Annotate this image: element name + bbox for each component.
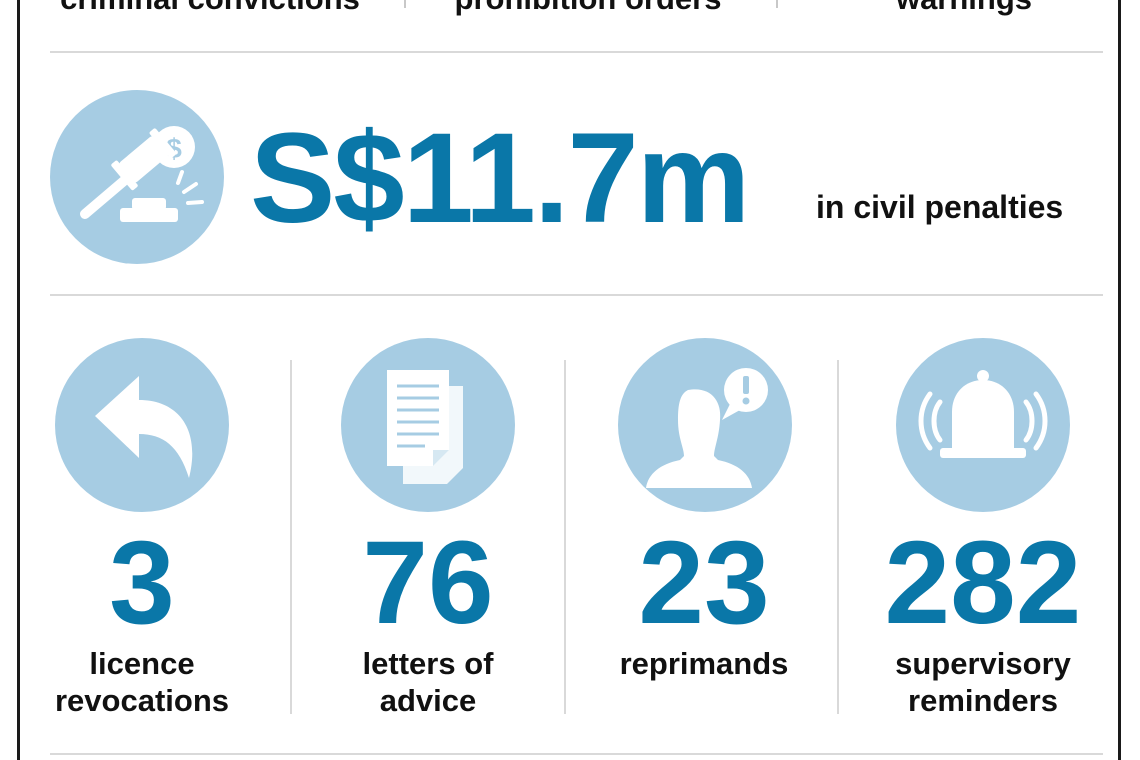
stat-value-letters: 76 bbox=[362, 517, 494, 649]
frame-right-border bbox=[1118, 0, 1121, 760]
gavel-money-icon: $ bbox=[50, 90, 224, 264]
frame-left-border bbox=[17, 0, 20, 760]
stat-caption-line: revocations bbox=[54, 683, 230, 718]
person-alert-icon bbox=[618, 338, 792, 512]
column-divider bbox=[564, 360, 566, 714]
stat-value-reprimands: 23 bbox=[638, 517, 770, 649]
top-divider bbox=[404, 0, 406, 8]
top-stats-row: criminal convictions prohibition orders … bbox=[20, 0, 1118, 14]
stat-caption-letters: letters of advice bbox=[363, 645, 494, 719]
document-icon bbox=[341, 338, 515, 512]
section-divider bbox=[50, 294, 1103, 296]
section-divider bbox=[50, 753, 1103, 755]
stat-caption-line: advice bbox=[379, 683, 477, 718]
stat-caption-line: letters of bbox=[362, 646, 494, 681]
stat-caption-line: reprimands bbox=[619, 646, 789, 681]
bell-icon bbox=[896, 338, 1070, 512]
column-divider bbox=[837, 360, 839, 714]
section-divider bbox=[50, 51, 1103, 53]
stat-value-reminders: 282 bbox=[884, 517, 1082, 649]
stat-caption-line: supervisory bbox=[895, 646, 1071, 681]
stat-caption-revocations: licence revocations bbox=[55, 645, 229, 719]
undo-arrow-icon bbox=[55, 338, 229, 512]
penalty-amount: S$11.7m bbox=[250, 107, 750, 250]
top-label-convictions: criminal convictions bbox=[60, 0, 360, 14]
top-label-prohibition: prohibition orders bbox=[455, 0, 722, 14]
top-label-warnings: warnings bbox=[896, 0, 1032, 14]
column-divider bbox=[290, 360, 292, 714]
penalty-caption: in civil penalties bbox=[816, 189, 1064, 225]
top-divider bbox=[776, 0, 778, 8]
stat-caption-reminders: supervisory reminders bbox=[895, 645, 1071, 719]
stat-value-revocations: 3 bbox=[109, 517, 175, 649]
stat-caption-reprimands: reprimands bbox=[620, 645, 789, 682]
stat-caption-line: reminders bbox=[908, 683, 1058, 718]
stat-caption-line: licence bbox=[89, 646, 195, 681]
